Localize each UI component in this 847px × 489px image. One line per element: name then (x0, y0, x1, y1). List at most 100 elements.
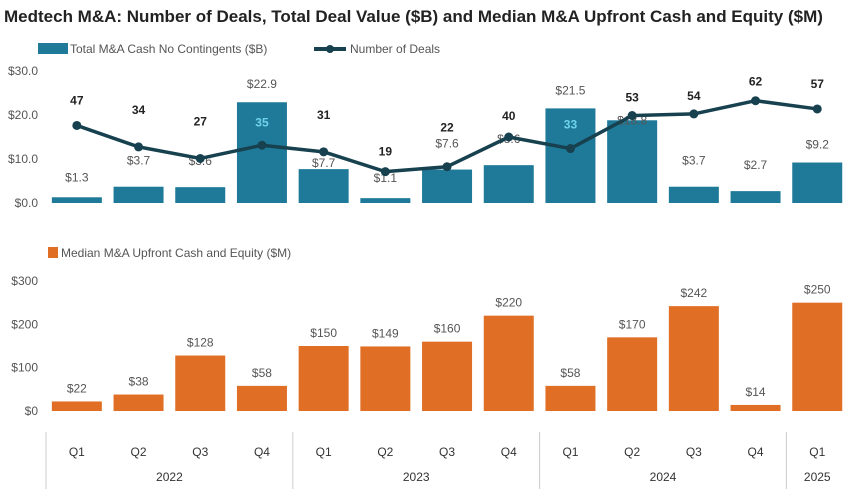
deals-point (627, 111, 637, 121)
y-tick-label: $100 (11, 361, 38, 375)
deals-point (319, 147, 329, 157)
chart-title: Medtech M&A: Number of Deals, Total Deal… (4, 7, 823, 26)
legend-label-bar: Total M&A Cash No Contingents ($B) (70, 42, 267, 56)
x-tick-year: 2025 (804, 470, 831, 484)
legend-marker (326, 45, 334, 53)
bar-data-label: $250 (804, 283, 831, 297)
y-tick-label: $30.0 (8, 64, 38, 78)
legend-label-line: Number of Deals (350, 42, 440, 56)
bottom-legend: Median M&A Upfront Cash and Equity ($M) (48, 246, 291, 260)
bar-data-label: $58 (252, 366, 272, 380)
bar-data-label: $22.9 (247, 77, 277, 91)
bar-median-cash (51, 401, 102, 411)
bar-data-label: $2.7 (744, 158, 768, 172)
deals-data-label: 62 (749, 75, 763, 89)
deals-data-label: 34 (132, 103, 146, 117)
bar-median-cash (113, 394, 164, 411)
bar-data-label: $242 (680, 286, 707, 300)
deals-point (751, 96, 761, 106)
bar-data-label: $58 (560, 366, 580, 380)
bar-data-label: $220 (495, 296, 522, 310)
x-tick-quarter: Q1 (316, 445, 332, 459)
deals-point (380, 167, 390, 177)
x-tick-quarter: Q4 (748, 445, 764, 459)
bar-median-cash (298, 346, 349, 411)
x-tick-quarter: Q3 (439, 445, 455, 459)
bar-data-label: $7.6 (435, 137, 459, 151)
deals-point (689, 109, 699, 119)
bar-total-cash (668, 186, 719, 203)
bottom-plot: $0 $100 $200 $300 $22 $38 $128 $58 $150 $149 $160 $… (11, 274, 843, 418)
top-plot: $0.0$10.0$20.0$30.0$1.3$3.7$3.6$22.9$7.7… (8, 64, 843, 210)
bar-median-cash (668, 306, 719, 411)
bar-median-cash (360, 346, 411, 411)
bar-total-cash (51, 197, 102, 203)
deals-data-label: 57 (811, 77, 825, 91)
bar-total-cash (730, 191, 781, 203)
bar-median-cash (483, 315, 534, 411)
deals-data-label: 22 (440, 121, 454, 135)
x-tick-quarter: Q1 (809, 445, 825, 459)
x-tick-quarter: Q4 (254, 445, 270, 459)
y-tick-label: $20.0 (8, 108, 38, 122)
bar-total-cash (298, 169, 349, 203)
bar-median-cash (730, 404, 781, 411)
deals-point (565, 144, 575, 154)
deals-data-label: 33 (564, 118, 578, 132)
y-tick-label: $300 (11, 274, 38, 288)
x-tick-year: 2023 (403, 470, 430, 484)
bar-median-cash (607, 337, 658, 411)
x-tick-quarter: Q3 (686, 445, 702, 459)
bar-total-cash (113, 186, 164, 203)
legend-label-median: Median M&A Upfront Cash and Equity ($M) (61, 246, 291, 260)
bar-data-label: $150 (310, 326, 337, 340)
deals-point (134, 142, 144, 152)
bar-median-cash (422, 341, 473, 411)
deals-data-label: 35 (255, 115, 269, 129)
bar-data-label: $22 (67, 381, 87, 395)
deals-data-label: 47 (70, 93, 84, 107)
deals-data-label: 27 (194, 114, 208, 128)
bar-data-label: $9.2 (806, 138, 830, 152)
deals-data-label: 54 (687, 89, 701, 103)
bar-total-cash (483, 165, 534, 203)
x-tick-quarter: Q3 (192, 445, 208, 459)
bar-data-label: $170 (619, 317, 646, 331)
deals-data-label: 40 (502, 109, 516, 123)
top-legend: Total M&A Cash No Contingents ($B) Numbe… (38, 42, 440, 56)
bar-median-cash (236, 385, 287, 411)
y-tick-label: $10.0 (8, 152, 38, 166)
x-tick-quarter: Q1 (69, 445, 85, 459)
deals-point (195, 153, 205, 163)
bar-data-label: $7.7 (312, 156, 336, 170)
bar-median-cash (545, 385, 596, 411)
bar-total-cash (545, 108, 596, 203)
bar-median-cash (175, 355, 226, 411)
y-tick-label: $200 (11, 317, 38, 331)
x-tick-quarter: Q2 (131, 445, 147, 459)
bar-total-cash (792, 162, 843, 203)
bar-total-cash (360, 198, 411, 203)
bar-data-label: $3.7 (127, 154, 151, 168)
legend-swatch-median (48, 247, 58, 258)
deals-data-label: 53 (625, 91, 639, 105)
bar-data-label: $14 (746, 385, 766, 399)
bar-total-cash (175, 187, 226, 203)
bar-data-label: $128 (187, 336, 214, 350)
bar-data-label: $1.3 (65, 170, 89, 184)
deals-point (504, 132, 514, 142)
deals-data-label: 31 (317, 108, 331, 122)
bar-total-cash (422, 169, 473, 203)
bar-data-label: $149 (372, 326, 399, 340)
bar-total-cash (236, 102, 287, 203)
legend-swatch-bar (38, 43, 68, 54)
y-tick-label: $0.0 (15, 196, 39, 210)
x-tick-year: 2024 (650, 470, 677, 484)
deals-point (72, 120, 82, 130)
bar-data-label: $1.1 (374, 171, 398, 185)
deals-point (442, 162, 452, 172)
bar-median-cash (792, 302, 843, 411)
bar-data-label: $3.7 (682, 154, 706, 168)
